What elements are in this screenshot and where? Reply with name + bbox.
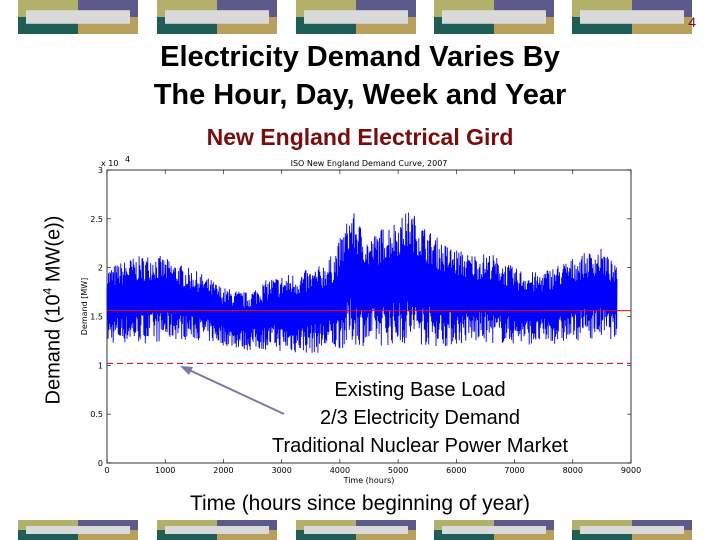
x-tick-label: 9000 xyxy=(621,466,641,475)
band-cell xyxy=(356,520,416,530)
annotation-line-2: 2/3 Electricity Demand xyxy=(319,407,521,429)
y-axis-label: Demand (104 MW(e)) xyxy=(41,216,66,405)
annotation-line-1: Existing Base Load xyxy=(334,379,506,401)
band-cell xyxy=(217,520,277,530)
band-cell xyxy=(165,526,269,534)
band-cell xyxy=(356,530,416,540)
band-cell xyxy=(494,530,554,540)
y-tick-label: 3 xyxy=(98,166,103,175)
band-block xyxy=(18,0,138,34)
band-cell xyxy=(632,520,692,530)
band-cell xyxy=(26,10,130,24)
top-decorative-band xyxy=(18,0,692,34)
x-tick-label: 0 xyxy=(104,466,109,475)
y-tick-label: 2 xyxy=(98,264,103,273)
x-tick-label: 8000 xyxy=(563,466,583,475)
band-cell xyxy=(165,10,269,24)
band-cell xyxy=(580,10,684,24)
demand-series-line xyxy=(106,212,618,353)
band-block xyxy=(296,520,416,540)
y-tick-label: 1.5 xyxy=(90,313,103,322)
slide-number: 4 xyxy=(688,14,696,30)
band-cell xyxy=(632,530,692,540)
chart-y-label: Demand [MW] xyxy=(80,278,89,336)
band-cell xyxy=(296,520,356,530)
bottom-decorative-band xyxy=(18,520,692,540)
annotation-arrow-head xyxy=(180,366,193,375)
band-cell xyxy=(442,10,546,24)
x-tick-label: 4000 xyxy=(330,466,350,475)
band-cell xyxy=(580,526,684,534)
band-cell xyxy=(217,530,277,540)
annotation-block: Existing Base Load 2/3 Electricity Deman… xyxy=(230,376,610,460)
band-cell xyxy=(296,530,356,540)
band-cell xyxy=(157,530,217,540)
x-tick-label: 3000 xyxy=(271,466,291,475)
band-cell xyxy=(304,526,408,534)
y-tick-label: 2.5 xyxy=(90,215,103,224)
band-cell xyxy=(572,530,632,540)
annotation-arrow-line xyxy=(186,368,285,415)
chart-x-label: Time (hours) xyxy=(343,476,395,485)
x-tick-label: 6000 xyxy=(446,466,466,475)
title-line-2: The Hour, Day, Week and Year xyxy=(153,79,567,111)
ylabel-exponent: 4 xyxy=(40,287,55,295)
band-block xyxy=(157,520,277,540)
band-cell xyxy=(18,520,78,530)
band-block xyxy=(18,520,138,540)
y-tick-label: 1 xyxy=(98,361,103,370)
band-block xyxy=(572,520,692,540)
band-block xyxy=(157,0,277,34)
ylabel-main: Demand (10 xyxy=(42,294,65,405)
x-tick-label: 1000 xyxy=(155,466,175,475)
slide-title: Electricity Demand Varies By The Hour, D… xyxy=(0,38,720,114)
band-block xyxy=(572,0,692,34)
band-cell xyxy=(18,530,78,540)
y-multiplier-exponent: 4 xyxy=(125,155,130,164)
band-block xyxy=(434,520,554,540)
slide-subtitle: New England Electrical Gird xyxy=(206,124,514,150)
x-tick-label: 2000 xyxy=(213,466,233,475)
x-tick-label: 7000 xyxy=(504,466,524,475)
x-axis-label: Time (hours since beginning of year) xyxy=(189,492,531,515)
band-block xyxy=(434,0,554,34)
chart-title: ISO New England Demand Curve, 2007 xyxy=(291,159,448,168)
band-cell xyxy=(78,520,138,530)
band-cell xyxy=(26,526,130,534)
band-cell xyxy=(434,530,494,540)
y-multiplier: x 10 xyxy=(101,159,118,168)
band-cell xyxy=(157,520,217,530)
ylabel-tail: MW(e)) xyxy=(42,215,65,288)
band-cell xyxy=(442,526,546,534)
y-tick-label: 0 xyxy=(98,459,103,468)
band-block xyxy=(296,0,416,34)
band-cell xyxy=(494,520,554,530)
title-line-1: Electricity Demand Varies By xyxy=(160,41,560,73)
band-cell xyxy=(434,520,494,530)
band-cell xyxy=(572,520,632,530)
band-cell xyxy=(304,10,408,24)
x-tick-label: 5000 xyxy=(388,466,408,475)
y-tick-label: 0.5 xyxy=(90,410,103,419)
band-cell xyxy=(78,530,138,540)
annotation-line-3: Traditional Nuclear Power Market xyxy=(271,435,569,457)
